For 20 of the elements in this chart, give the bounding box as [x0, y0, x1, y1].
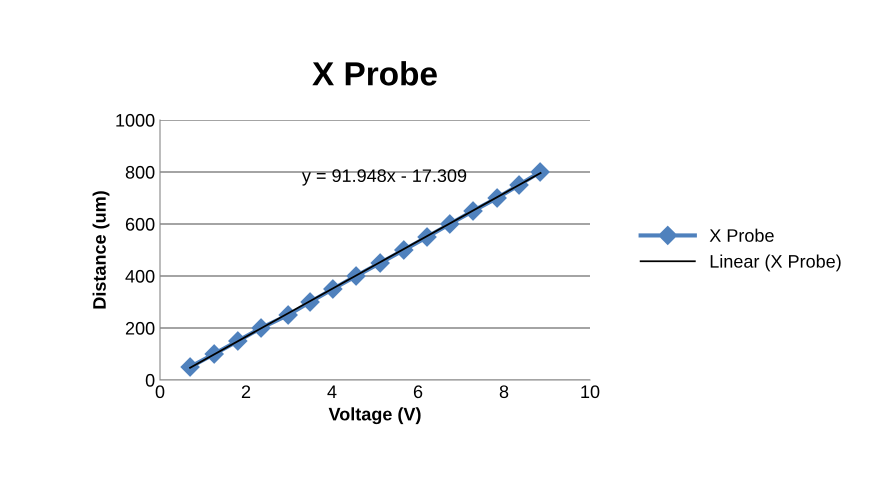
x-axis-title: Voltage (V): [328, 407, 421, 424]
legend-label: Linear (X Probe): [710, 254, 841, 272]
legend-label: X Probe: [710, 228, 774, 242]
x-tick-label: 0: [156, 385, 164, 398]
y-tick-label: 400: [125, 270, 154, 283]
y-axis-title: Distance (um): [92, 191, 110, 308]
point: [530, 162, 550, 182]
y-tick-label: 1000: [116, 114, 154, 127]
y-tick-label: 800: [126, 166, 154, 179]
annotation: y = 91.948x - 17.309: [302, 169, 466, 186]
x-tick-label: 2: [242, 385, 250, 398]
chart-title: X Probe: [312, 61, 437, 86]
y-tick-label: 0: [146, 374, 154, 387]
x-tick-label: 8: [500, 385, 508, 398]
x-tick-label: 6: [414, 385, 422, 398]
x-tick-label: 10: [581, 385, 600, 398]
y-tick-label: 200: [126, 322, 154, 335]
point: [180, 357, 200, 377]
x-tick-label: 4: [327, 386, 336, 398]
y-tick-label: 600: [126, 218, 154, 231]
